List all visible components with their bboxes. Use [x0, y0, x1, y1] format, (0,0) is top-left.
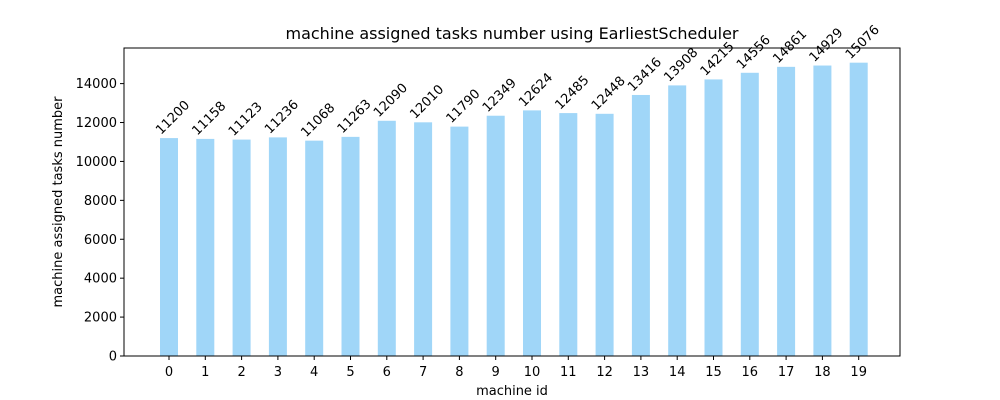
y-tick-label: 14000	[76, 77, 117, 92]
data-label-machine-16: 14556	[734, 33, 774, 73]
data-label-machine-18: 14929	[807, 26, 847, 66]
y-tick-label: 0	[109, 350, 117, 365]
x-tick-label: 4	[310, 365, 318, 380]
x-tick-label: 15	[705, 365, 722, 380]
bar-machine-18	[813, 65, 832, 356]
x-tick-label: 17	[778, 365, 795, 380]
data-label-machine-5: 11263	[335, 97, 375, 137]
y-tick-label: 10000	[76, 155, 117, 170]
bar-machine-3	[268, 137, 287, 356]
x-tick-label: 1	[201, 365, 209, 380]
x-tick-label: 3	[274, 365, 282, 380]
bar-machine-12	[595, 113, 614, 356]
x-tick-label: 0	[165, 365, 173, 380]
data-label-machine-0: 11200	[153, 98, 193, 138]
bar-machine-11	[559, 113, 578, 356]
y-tick-label: 8000	[84, 194, 117, 209]
x-tick-label: 11	[560, 365, 577, 380]
data-label-machine-15: 14215	[698, 39, 738, 79]
bar-machine-6	[377, 120, 396, 357]
x-tick-label: 14	[669, 365, 686, 380]
y-axis-label: machine assigned tasks number	[51, 96, 66, 308]
data-label-machine-19: 15076	[843, 23, 883, 63]
data-label-machine-14: 13908	[661, 45, 701, 85]
bar-machine-2	[232, 139, 251, 356]
x-tick-label: 10	[524, 365, 541, 380]
bar-machine-16	[740, 72, 759, 356]
data-label-machine-13: 13416	[625, 55, 665, 95]
bar-machine-5	[341, 136, 360, 356]
bar-machine-7	[414, 122, 433, 356]
x-axis-label: machine id	[476, 384, 548, 399]
x-tick-label: 12	[596, 365, 613, 380]
bars-group	[160, 62, 868, 357]
data-label-machine-11: 12485	[553, 73, 593, 113]
y-tick-label: 4000	[84, 272, 117, 287]
bar-machine-4	[305, 140, 324, 356]
x-tick-label: 18	[814, 365, 831, 380]
data-label-machine-3: 11236	[262, 97, 302, 137]
data-label-machine-17: 14861	[770, 27, 810, 67]
x-axis: 0 1 2 3 4 5 6 7 8 9 10 11 12 13 14 15 16 17 18 19	[165, 356, 867, 380]
data-label-machine-7: 12010	[407, 82, 447, 122]
bar-machine-0	[160, 138, 178, 356]
bar-machine-1	[196, 138, 215, 356]
y-tick-label: 2000	[84, 311, 117, 326]
bar-machine-9	[486, 115, 505, 356]
bar-machine-15	[704, 79, 723, 357]
data-label-machine-9: 12349	[480, 76, 520, 116]
y-axis: 0 2000 4000 6000 8000 10000 12000 14000	[76, 77, 124, 365]
bar-machine-17	[777, 66, 796, 356]
x-tick-label: 16	[742, 365, 759, 380]
bar-machine-10	[523, 110, 541, 356]
data-label-machine-8: 11790	[444, 87, 484, 127]
x-tick-label: 19	[850, 365, 867, 380]
chart-title: machine assigned tasks number using Earl…	[285, 24, 738, 43]
x-tick-label: 13	[633, 365, 650, 380]
x-tick-label: 8	[455, 365, 463, 380]
data-label-machine-2: 11123	[226, 100, 266, 140]
data-label-machine-10: 12624	[516, 70, 556, 110]
plot-frame	[123, 47, 901, 357]
bar-machine-13	[631, 94, 650, 356]
bar-machine-19	[849, 62, 868, 357]
y-tick-label: 12000	[76, 116, 117, 131]
bar-machine-14	[668, 85, 687, 357]
data-label-machine-1: 11158	[190, 99, 230, 139]
x-tick-label: 6	[383, 365, 391, 380]
x-tick-label: 2	[237, 365, 245, 380]
data-label-machine-12: 12448	[589, 74, 629, 114]
x-tick-label: 5	[346, 365, 354, 380]
data-label-machine-4: 11068	[298, 101, 338, 141]
bar-machine-8	[450, 126, 469, 356]
data-label-machine-6: 12090	[371, 81, 411, 121]
x-tick-label: 7	[419, 365, 427, 380]
y-tick-label: 6000	[84, 233, 117, 248]
x-tick-label: 9	[492, 365, 500, 380]
